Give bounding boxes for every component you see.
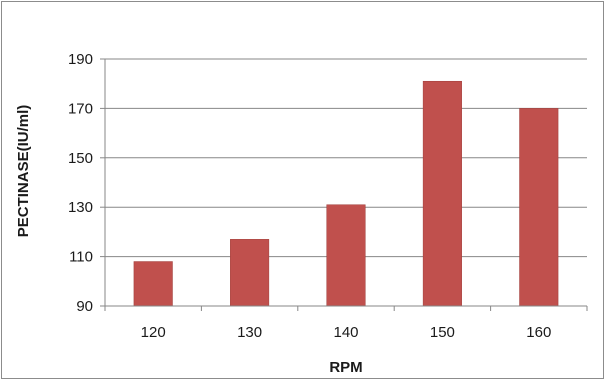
x-tick-label: 140 bbox=[333, 324, 358, 341]
bar-160 bbox=[519, 108, 559, 307]
x-tick-label: 130 bbox=[237, 324, 262, 341]
bar-120 bbox=[133, 261, 173, 307]
y-tick-label: 170 bbox=[68, 100, 93, 117]
x-tick-labels: 120 130 140 150 160 bbox=[141, 324, 552, 341]
y-tick-label: 130 bbox=[68, 199, 93, 216]
y-tick-label: 110 bbox=[69, 249, 93, 266]
bar-130 bbox=[230, 239, 270, 307]
x-tick-label: 150 bbox=[430, 324, 455, 341]
y-axis-title: PECTINASE(IU/ml) bbox=[15, 105, 32, 238]
gridlines bbox=[105, 58, 587, 258]
y-tick-label: 90 bbox=[76, 298, 93, 315]
y-tick-label: 190 bbox=[68, 51, 93, 68]
x-axis-title: RPM bbox=[329, 359, 362, 376]
axes bbox=[100, 58, 588, 311]
bar-140 bbox=[326, 204, 366, 307]
y-tick-label: 150 bbox=[68, 150, 93, 167]
bars bbox=[133, 80, 559, 307]
x-tick-label: 160 bbox=[526, 324, 551, 341]
x-tick-label: 120 bbox=[141, 324, 166, 341]
bar-150 bbox=[422, 80, 462, 307]
y-tick-labels: 90 110 130 150 170 190 bbox=[68, 51, 93, 315]
